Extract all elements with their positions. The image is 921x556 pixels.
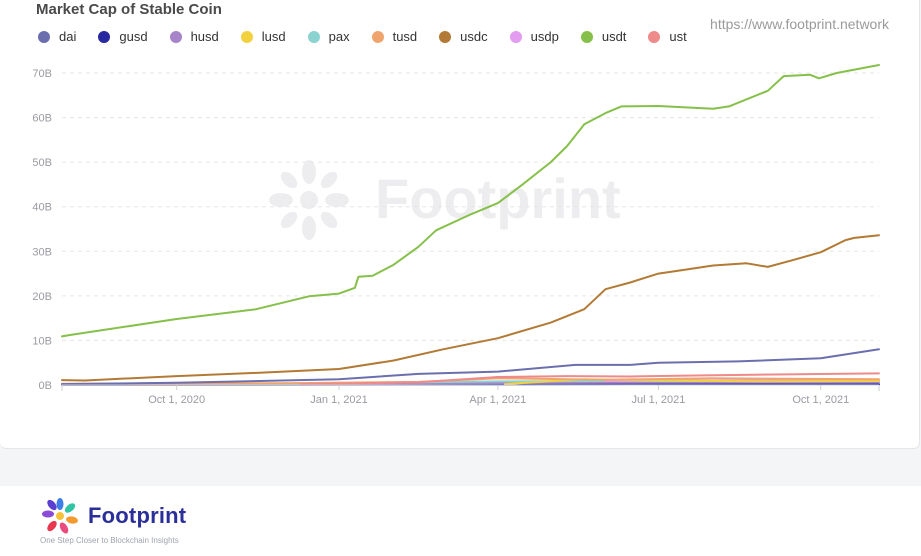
grid bbox=[62, 72, 879, 341]
axes: 0B 10B 20B 30B 40B 50B 60B 70B Oct 1, 2020 Jan 1,… bbox=[32, 68, 880, 406]
legend-label: dai bbox=[59, 29, 77, 44]
legend-dot bbox=[38, 30, 50, 43]
watermark-text: Footprint bbox=[375, 167, 621, 230]
legend-item-ust[interactable]: ust bbox=[648, 29, 687, 44]
watermark-logo-icon bbox=[269, 160, 349, 240]
legend-item-usdt[interactable]: usdt bbox=[580, 29, 627, 44]
legend-label: usdp bbox=[530, 29, 559, 44]
legend-label: ust bbox=[669, 29, 687, 44]
chart-card: Market Cap of Stable Coin https://www.fo… bbox=[0, 0, 920, 449]
legend-label: lusd bbox=[261, 29, 286, 44]
legend-label: usdc bbox=[460, 29, 488, 44]
y-tick-label: 60B bbox=[32, 113, 52, 125]
x-tick-label: Jan 1, 2021 bbox=[310, 394, 368, 406]
watermark: Footprint bbox=[269, 160, 621, 240]
legend-item-dai[interactable]: dai bbox=[38, 29, 76, 44]
legend-dot bbox=[98, 30, 111, 43]
footer-tagline: One Step Closer to Blockchain Insights bbox=[40, 536, 179, 545]
legend-item-husd[interactable]: husd bbox=[169, 29, 219, 44]
x-tick-label: Oct 1, 2021 bbox=[792, 394, 849, 406]
series-line-usdc[interactable] bbox=[61, 234, 880, 382]
legend-dot bbox=[169, 30, 182, 43]
legend-dot bbox=[648, 30, 661, 43]
legend-dot bbox=[439, 30, 452, 43]
series-line-ust[interactable] bbox=[299, 372, 880, 386]
legend-item-tusd[interactable]: tusd bbox=[371, 29, 418, 44]
footprint-logo-icon bbox=[42, 498, 78, 534]
series-line-usdt[interactable] bbox=[61, 64, 880, 338]
y-tick-label: 70B bbox=[32, 68, 52, 80]
legend: dai gusd husd lusd pax tusd usdc usdp usdt ust bbox=[38, 29, 709, 44]
x-tick-label: Jul 1, 2021 bbox=[632, 394, 686, 406]
y-tick-label: 0B bbox=[39, 380, 52, 392]
legend-dot bbox=[509, 30, 522, 43]
series-line-dai[interactable] bbox=[61, 348, 880, 386]
footer-brand[interactable]: Footprint bbox=[40, 496, 186, 536]
legend-item-usdp[interactable]: usdp bbox=[509, 29, 559, 44]
legend-label: pax bbox=[328, 29, 350, 44]
y-tick-label: 40B bbox=[32, 202, 52, 214]
legend-label: gusd bbox=[119, 29, 148, 44]
legend-dot bbox=[580, 30, 593, 43]
source-url[interactable]: https://www.footprint.network bbox=[710, 16, 889, 32]
x-tick-label: Oct 1, 2020 bbox=[148, 394, 205, 406]
legend-dot bbox=[307, 30, 320, 43]
chart-title: Market Cap of Stable Coin bbox=[36, 1, 222, 18]
legend-item-usdc[interactable]: usdc bbox=[439, 29, 488, 44]
legend-label: usdt bbox=[601, 29, 627, 44]
legend-label: husd bbox=[190, 29, 219, 44]
y-tick-label: 10B bbox=[32, 335, 52, 347]
y-tick-label: 20B bbox=[32, 291, 52, 303]
series-line-tusd[interactable] bbox=[61, 377, 880, 385]
footer: Footprint One Step Closer to Blockchain … bbox=[0, 486, 921, 556]
plot-area: Footprint 0B 10B 20B 30B 40B 50B 60B 70B Oct 1, … bbox=[32, 64, 880, 406]
series-line-lusd[interactable] bbox=[503, 378, 880, 386]
legend-item-pax[interactable]: pax bbox=[307, 29, 350, 44]
legend-dot bbox=[240, 30, 253, 43]
legend-label: tusd bbox=[392, 29, 418, 44]
legend-item-gusd[interactable]: gusd bbox=[98, 29, 148, 44]
footer-brand-name: Footprint bbox=[88, 503, 187, 528]
legend-item-lusd[interactable]: lusd bbox=[240, 29, 286, 44]
x-tick-label: Apr 1, 2021 bbox=[469, 394, 526, 406]
y-tick-label: 50B bbox=[32, 157, 52, 169]
legend-dot bbox=[371, 30, 384, 43]
y-tick-label: 30B bbox=[32, 246, 52, 258]
